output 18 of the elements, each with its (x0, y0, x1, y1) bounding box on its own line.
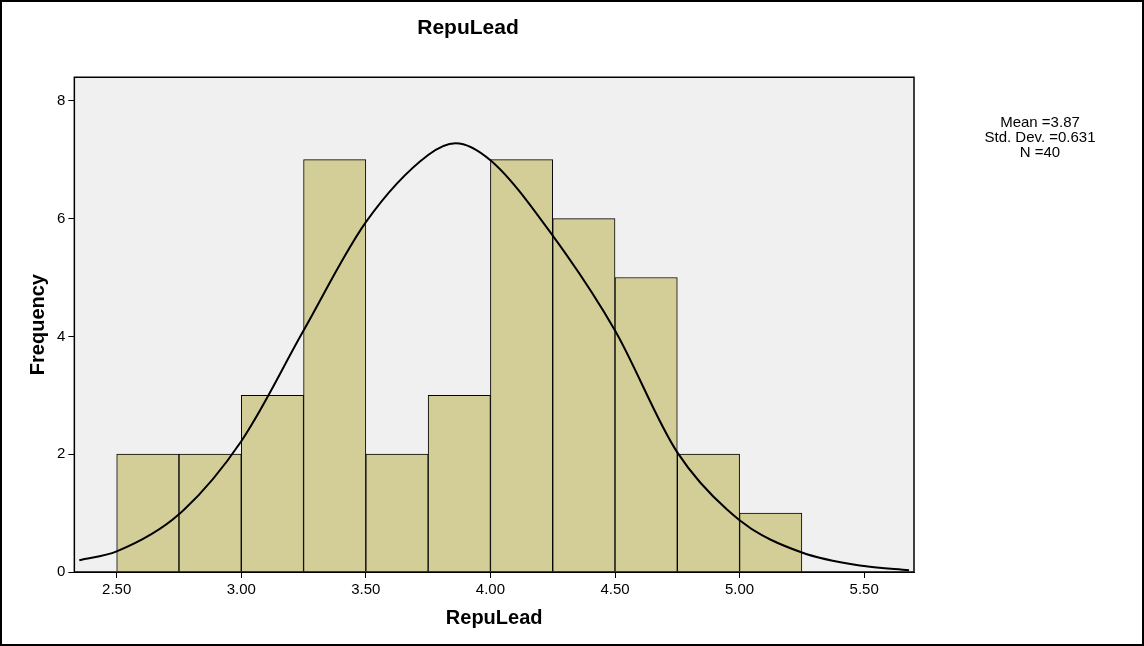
x-tick-label: 3.00 (226, 580, 256, 598)
x-tick-label: 4.00 (475, 580, 506, 598)
y-tick-label: 8 (57, 90, 66, 108)
y-tick-label: 6 (57, 208, 66, 226)
y-axis-title: Frequency (25, 273, 48, 376)
x-tick-label: 2.50 (102, 580, 132, 598)
x-tick-label: 3.50 (351, 580, 381, 598)
x-tick-label: 5.00 (724, 580, 755, 598)
text: N =40 (1018, 143, 1062, 160)
x-tick-label: 4.50 (600, 580, 630, 598)
x-axis-title: RepuLead (445, 605, 543, 628)
chart-title: RepuLead (417, 15, 519, 39)
y-tick-label: 4 (57, 326, 66, 344)
y-tick-label: 2 (57, 444, 66, 462)
x-tick-label: 5.50 (849, 580, 879, 598)
text: Mean =3.87 (999, 113, 1081, 130)
text: Std. Dev. =0.631 (983, 128, 1097, 145)
y-tick-label: 0 (57, 562, 66, 580)
